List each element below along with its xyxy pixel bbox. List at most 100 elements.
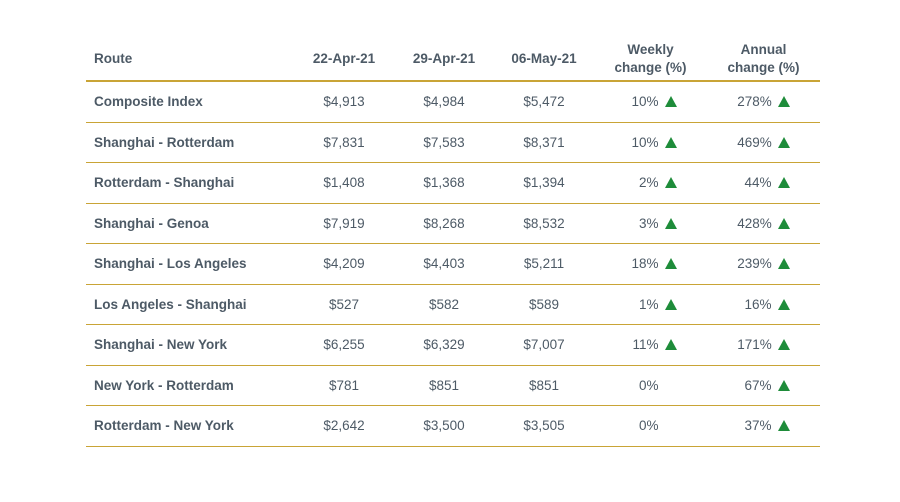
up-triangle-icon	[777, 339, 790, 351]
route-name-cell: New York - Rotterdam	[86, 365, 294, 406]
weekly-change-cell: 1%	[594, 284, 707, 325]
weekly-change-cell: 18%	[594, 243, 707, 285]
rate-29-apr-cell: $3,500	[394, 405, 494, 447]
annual-change-cell-content: 44%	[738, 175, 790, 190]
weekly-change-cell-content: 2%	[625, 175, 677, 190]
up-triangle-icon	[777, 379, 790, 391]
weekly-change-cell-value: 2%	[638, 175, 659, 191]
annual-change-cell: 67%	[707, 365, 820, 406]
table-row: Composite Index $4,913 $4,984 $5,472 10% 278%	[86, 81, 820, 123]
header-route: Route	[86, 38, 294, 82]
route-name-cell: Shanghai - Los Angeles	[86, 243, 294, 285]
rate-06-may-cell: $3,505	[494, 405, 594, 447]
weekly-change-cell-content: 3%	[625, 216, 677, 231]
annual-change-cell-value: 44%	[744, 175, 772, 191]
route-name-cell: Shanghai - Rotterdam	[86, 122, 294, 163]
weekly-change-cell-value: 10%	[631, 94, 659, 110]
annual-change-cell-value: 469%	[737, 134, 772, 150]
table-row: Shanghai - Rotterdam $7,831 $7,583 $8,371 10…	[86, 122, 820, 163]
annual-change-cell-content: 16%	[738, 297, 790, 312]
route-name-cell: Shanghai - New York	[86, 324, 294, 366]
weekly-change-cell-value: 11%	[632, 337, 659, 353]
annual-change-cell: 44%	[707, 162, 820, 204]
annual-change-cell-content: 171%	[737, 337, 790, 352]
rate-22-apr-cell: $7,831	[294, 122, 394, 163]
annual-change-cell-value: 278%	[737, 94, 772, 110]
weekly-change-cell-content: 11%	[625, 337, 677, 352]
header-annual-line1: Annual	[740, 42, 787, 57]
annual-change-cell-value: 37%	[744, 418, 772, 434]
rate-22-apr-cell: $4,209	[294, 243, 394, 285]
annual-change-cell-value: 16%	[744, 296, 772, 312]
rate-06-may-cell: $589	[494, 284, 594, 325]
rate-22-apr-cell: $4,913	[294, 81, 394, 123]
header-date-2: 29-Apr-21	[394, 38, 494, 82]
annual-change-cell: 428%	[707, 203, 820, 244]
rate-06-may-cell: $5,472	[494, 81, 594, 123]
up-triangle-icon	[664, 177, 677, 189]
route-name-cell: Rotterdam - Shanghai	[86, 162, 294, 204]
rate-06-may-cell: $7,007	[494, 324, 594, 366]
weekly-change-cell: 2%	[594, 162, 707, 204]
rate-29-apr-cell: $6,329	[394, 324, 494, 366]
route-name-cell: Shanghai - Genoa	[86, 203, 294, 244]
annual-change-cell-value: 239%	[737, 256, 772, 272]
up-triangle-icon	[777, 217, 790, 229]
weekly-change-cell-value: 3%	[638, 215, 659, 231]
route-name-cell: Composite Index	[86, 81, 294, 123]
weekly-change-cell-value: 0%	[638, 377, 659, 393]
rates-table-container: Route 22-Apr-21 29-Apr-21 06-May-21 Week…	[86, 38, 820, 447]
annual-change-cell-value: 67%	[744, 377, 772, 393]
table-row: Shanghai - New York $6,255 $6,329 $7,007 11%…	[86, 324, 820, 366]
annual-change-cell-value: 428%	[737, 215, 772, 231]
rate-29-apr-cell: $1,368	[394, 162, 494, 204]
weekly-change-cell-content: 1%	[625, 297, 677, 312]
header-date-3: 06-May-21	[494, 38, 594, 82]
table-row: Rotterdam - New York $2,642 $3,500 $3,505 0%…	[86, 405, 820, 447]
up-triangle-icon	[664, 258, 677, 270]
table-row: Los Angeles - Shanghai $527 $582 $589 1% 16%	[86, 284, 820, 325]
rate-29-apr-cell: $4,403	[394, 243, 494, 285]
rate-06-may-cell: $8,371	[494, 122, 594, 163]
annual-change-cell: 171%	[707, 324, 820, 366]
weekly-change-cell-content: 18%	[625, 256, 677, 271]
annual-change-cell: 37%	[707, 405, 820, 447]
header-weekly-line1: Weekly	[627, 42, 674, 57]
rate-22-apr-cell: $1,408	[294, 162, 394, 204]
table-header-row: Route 22-Apr-21 29-Apr-21 06-May-21 Week…	[86, 38, 820, 82]
weekly-change-cell: 10%	[594, 122, 707, 163]
table-body: Composite Index $4,913 $4,984 $5,472 10% 278%…	[86, 81, 820, 447]
up-triangle-icon	[777, 420, 790, 432]
up-triangle-icon	[777, 136, 790, 148]
weekly-change-cell: 0%	[594, 405, 707, 447]
annual-change-cell-value: 171%	[737, 337, 772, 353]
annual-change-cell-content: 469%	[737, 135, 790, 150]
annual-change-cell-content: 37%	[738, 418, 790, 433]
annual-change-cell-content: 239%	[737, 256, 790, 271]
rate-29-apr-cell: $4,984	[394, 81, 494, 123]
annual-change-cell: 469%	[707, 122, 820, 163]
rate-06-may-cell: $851	[494, 365, 594, 406]
rate-22-apr-cell: $6,255	[294, 324, 394, 366]
weekly-change-cell-content: 10%	[625, 135, 677, 150]
annual-change-cell-content: 428%	[737, 216, 790, 231]
table-row: Shanghai - Genoa $7,919 $8,268 $8,532 3% 428%	[86, 203, 820, 244]
header-annual-line2: change (%)	[727, 60, 800, 75]
up-triangle-icon	[664, 96, 677, 108]
table-row: Shanghai - Los Angeles $4,209 $4,403 $5,211…	[86, 243, 820, 285]
weekly-change-cell-content: 10%	[625, 94, 677, 109]
table-row: Rotterdam - Shanghai $1,408 $1,368 $1,394 2%…	[86, 162, 820, 204]
rate-29-apr-cell: $8,268	[394, 203, 494, 244]
header-date-1: 22-Apr-21	[294, 38, 394, 82]
up-triangle-icon	[777, 177, 790, 189]
up-triangle-icon	[777, 298, 790, 310]
up-triangle-icon	[664, 136, 677, 148]
weekly-change-cell: 11%	[594, 324, 707, 366]
rates-table: Route 22-Apr-21 29-Apr-21 06-May-21 Week…	[86, 38, 820, 447]
rate-29-apr-cell: $582	[394, 284, 494, 325]
annual-change-cell: 239%	[707, 243, 820, 285]
weekly-change-cell: 10%	[594, 81, 707, 123]
weekly-change-cell-value: 10%	[631, 134, 659, 150]
up-triangle-icon	[664, 339, 677, 351]
up-triangle-icon	[777, 258, 790, 270]
